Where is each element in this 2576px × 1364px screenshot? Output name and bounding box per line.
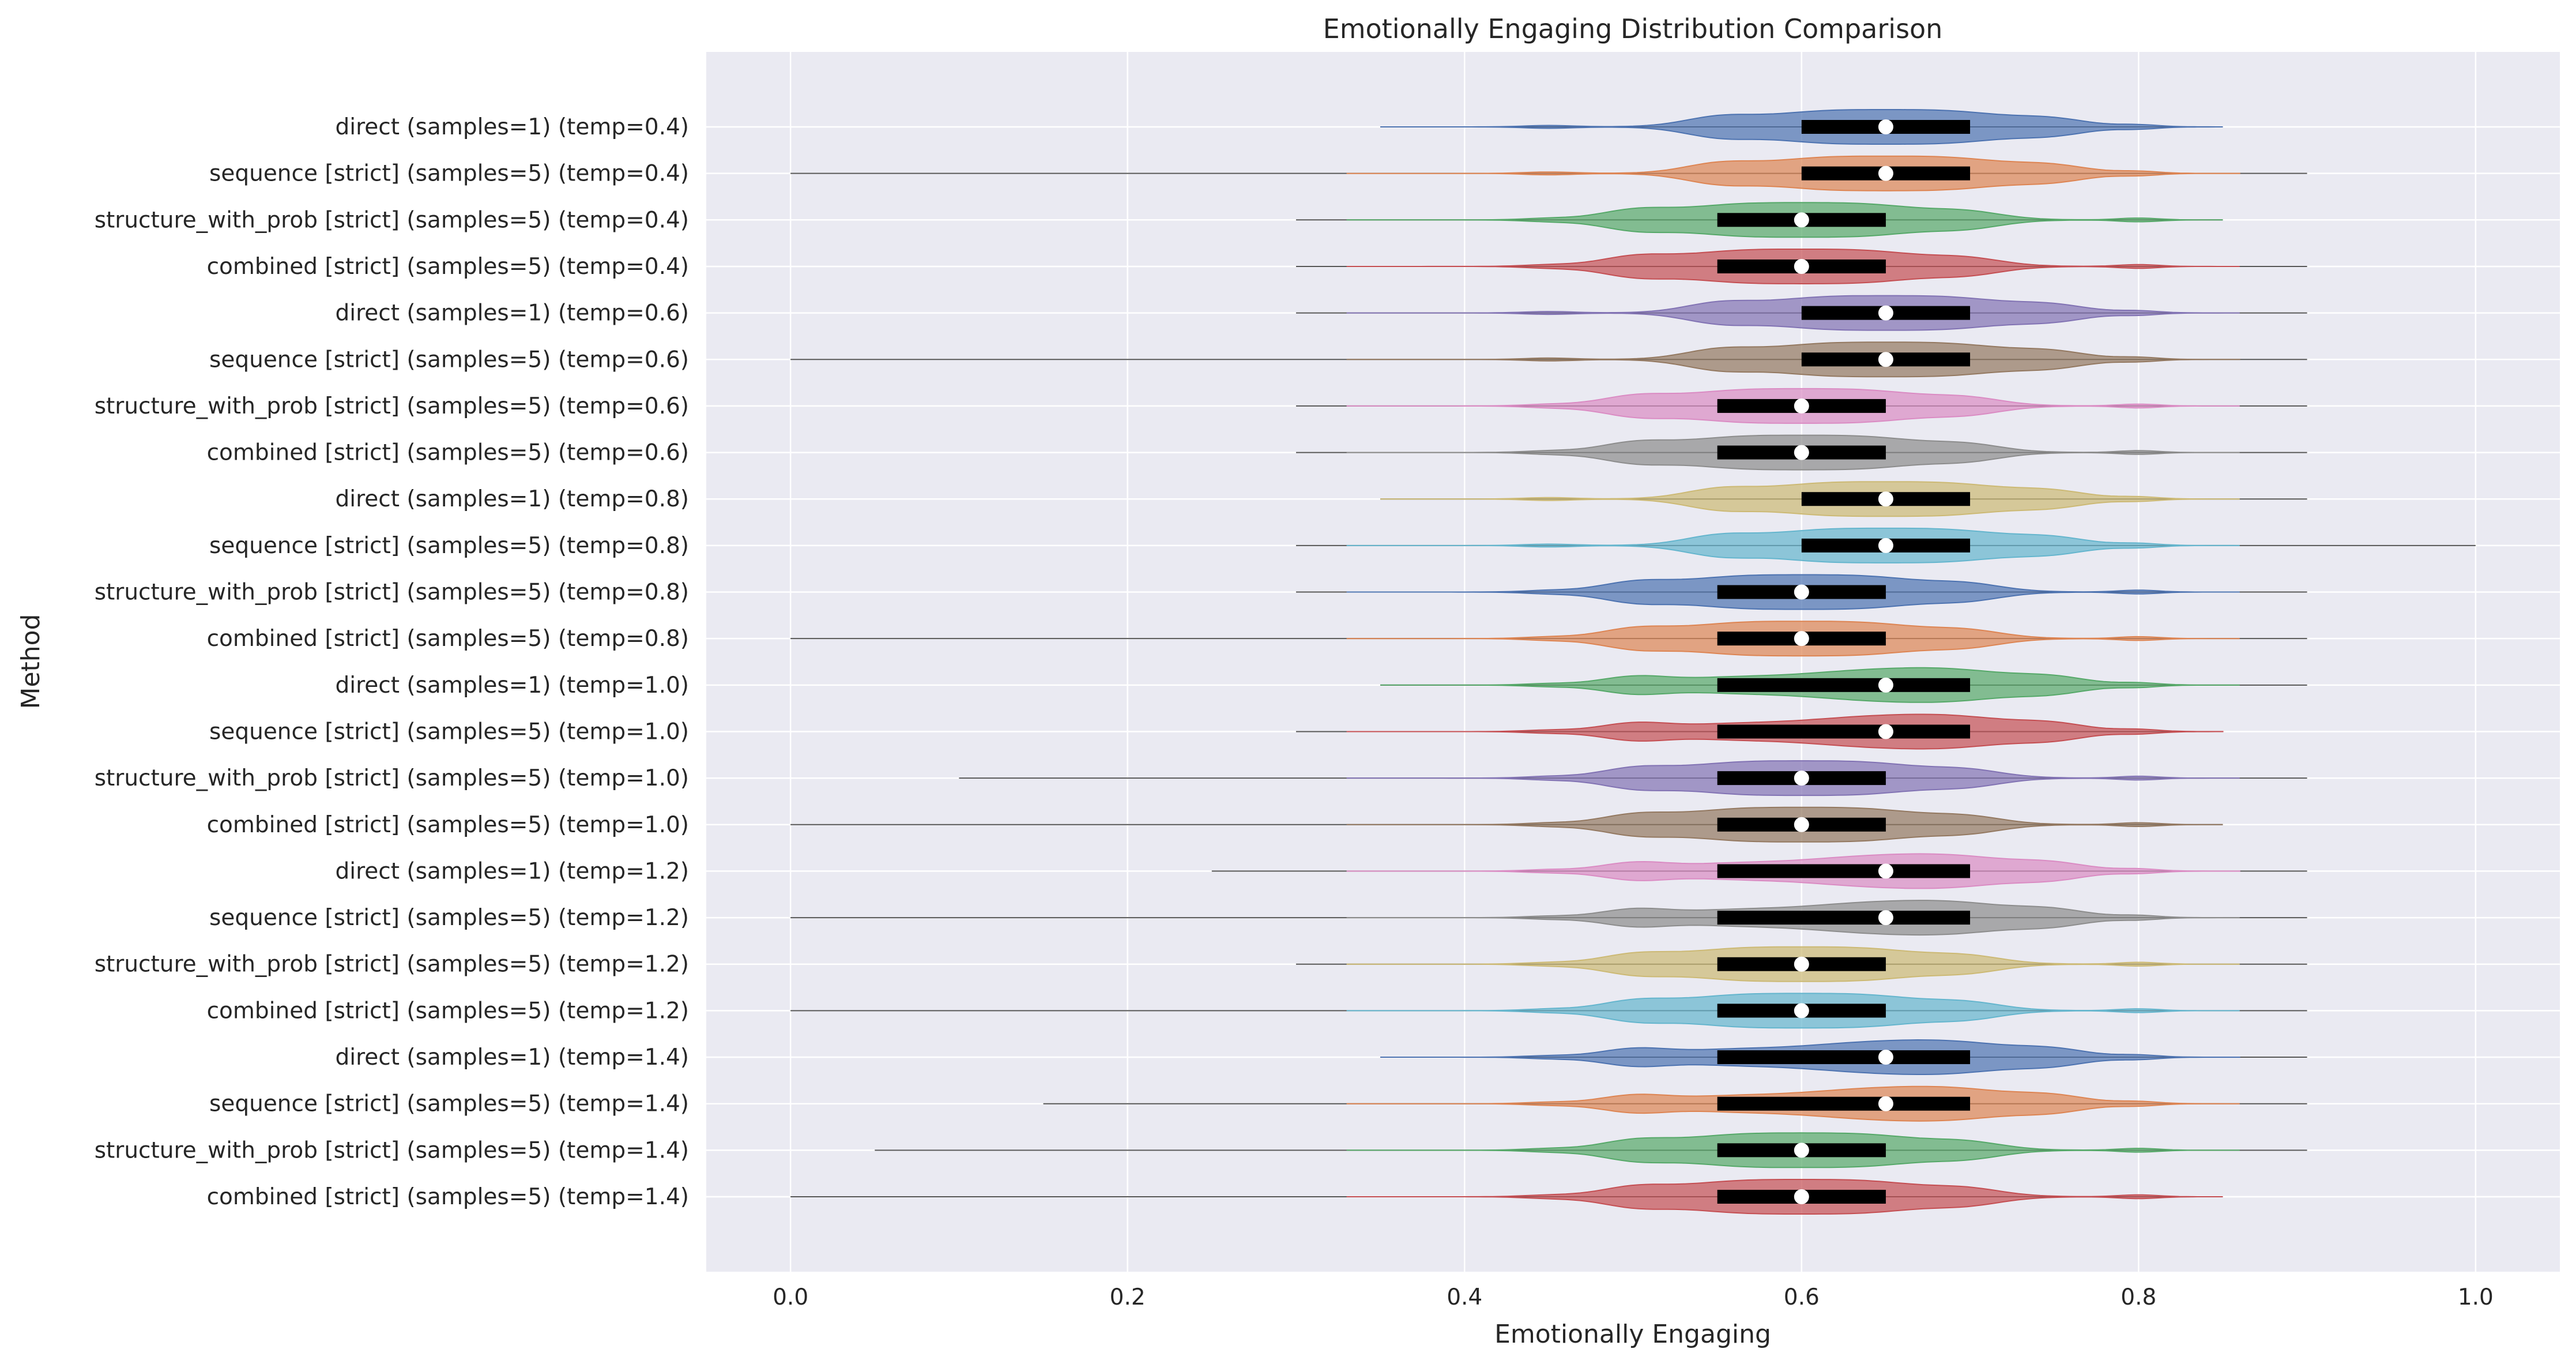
y-tick-label: structure_with_prob [strict] (samples=5)… bbox=[95, 580, 689, 606]
violin-body bbox=[1346, 341, 2240, 378]
x-tick-label: 0.6 bbox=[1784, 1284, 1820, 1310]
chart-title: Emotionally Engaging Distribution Compar… bbox=[1323, 13, 1943, 44]
violin-median-marker bbox=[1878, 910, 1893, 926]
x-tick-label: 0.0 bbox=[773, 1284, 808, 1310]
violin-median-marker bbox=[1878, 119, 1893, 134]
violin-median-marker bbox=[1878, 1050, 1893, 1065]
y-tick-label: structure_with_prob [strict] (samples=5)… bbox=[95, 952, 689, 978]
y-tick-label: direct (samples=1) (temp=1.4) bbox=[336, 1044, 690, 1070]
violin-median-marker bbox=[1794, 1143, 1809, 1158]
y-tick-label: structure_with_prob [strict] (samples=5)… bbox=[95, 765, 689, 791]
y-tick-label: combined [strict] (samples=5) (temp=1.0) bbox=[207, 812, 689, 838]
violin-median-marker bbox=[1794, 631, 1809, 647]
violin-median-marker bbox=[1878, 538, 1893, 553]
y-tick-label: combined [strict] (samples=5) (temp=0.8) bbox=[207, 626, 689, 652]
violin-median-marker bbox=[1794, 212, 1809, 228]
violin-median-marker bbox=[1794, 817, 1809, 832]
y-tick-label: sequence [strict] (samples=5) (temp=1.0) bbox=[209, 719, 689, 745]
violin-body bbox=[1346, 527, 2240, 563]
violin-iqr-box bbox=[1717, 1096, 1971, 1111]
y-tick-label: combined [strict] (samples=5) (temp=0.6) bbox=[207, 440, 689, 466]
y-tick-label: sequence [strict] (samples=5) (temp=1.4) bbox=[209, 1091, 689, 1117]
violin-median-marker bbox=[1794, 1003, 1809, 1019]
violin-iqr-box bbox=[1717, 911, 1971, 925]
violin-median-marker bbox=[1794, 398, 1809, 414]
y-tick-label: sequence [strict] (samples=5) (temp=0.4) bbox=[209, 161, 689, 187]
violin-median-marker bbox=[1794, 258, 1809, 274]
y-tick-label: combined [strict] (samples=5) (temp=1.2) bbox=[207, 998, 689, 1024]
y-tick-label: combined [strict] (samples=5) (temp=0.4) bbox=[207, 254, 689, 280]
plot-area bbox=[706, 52, 2560, 1272]
y-tick-label: direct (samples=1) (temp=0.4) bbox=[336, 114, 690, 140]
violin-median-marker bbox=[1794, 1189, 1809, 1204]
y-tick-label: structure_with_prob [strict] (samples=5)… bbox=[95, 393, 689, 419]
violin-median-marker bbox=[1878, 491, 1893, 507]
y-tick-label: sequence [strict] (samples=5) (temp=0.8) bbox=[209, 533, 689, 559]
y-tick-label: combined [strict] (samples=5) (temp=1.4) bbox=[207, 1184, 689, 1210]
y-tick-label: direct (samples=1) (temp=0.8) bbox=[336, 486, 690, 512]
violin-body bbox=[1346, 295, 2240, 331]
y-tick-label: direct (samples=1) (temp=1.2) bbox=[336, 858, 690, 884]
violin-median-marker bbox=[1878, 1096, 1893, 1111]
violin-median-marker bbox=[1794, 956, 1809, 972]
violin-iqr-box bbox=[1717, 678, 1971, 692]
y-axis-label: Method bbox=[16, 614, 46, 709]
x-axis-label: Emotionally Engaging bbox=[1494, 1320, 1771, 1349]
violin-median-marker bbox=[1794, 771, 1809, 786]
violin-iqr-box bbox=[1717, 724, 1971, 739]
y-tick-labels: direct (samples=1) (temp=0.4) sequence [s… bbox=[95, 114, 689, 1210]
violin-iqr-box bbox=[1717, 1050, 1971, 1065]
x-tick-labels: 0.0 0.2 0.4 0.6 0.8 1.0 bbox=[773, 1284, 2494, 1310]
x-tick-label: 1.0 bbox=[2458, 1284, 2494, 1310]
y-tick-label: direct (samples=1) (temp=0.6) bbox=[336, 300, 690, 326]
violin-median-marker bbox=[1878, 863, 1893, 879]
violin-median-marker bbox=[1794, 445, 1809, 460]
violin-median-marker bbox=[1878, 352, 1893, 367]
x-tick-label: 0.4 bbox=[1447, 1284, 1482, 1310]
violin-median-marker bbox=[1794, 584, 1809, 600]
x-tick-label: 0.8 bbox=[2121, 1284, 2156, 1310]
y-tick-label: structure_with_prob [strict] (samples=5)… bbox=[95, 207, 689, 233]
y-tick-label: structure_with_prob [strict] (samples=5)… bbox=[95, 1137, 689, 1163]
y-tick-label: direct (samples=1) (temp=1.0) bbox=[336, 672, 690, 698]
x-tick-label: 0.2 bbox=[1110, 1284, 1146, 1310]
violin-median-marker bbox=[1878, 305, 1893, 321]
y-tick-label: sequence [strict] (samples=5) (temp=0.6) bbox=[209, 347, 689, 373]
violins bbox=[790, 109, 2476, 1215]
violin-median-marker bbox=[1878, 677, 1893, 693]
violin-median-marker bbox=[1878, 166, 1893, 181]
violin-iqr-box bbox=[1717, 864, 1971, 878]
violin-median-marker bbox=[1878, 724, 1893, 739]
violin-body bbox=[1346, 155, 2240, 191]
y-tick-label: sequence [strict] (samples=5) (temp=1.2) bbox=[209, 905, 689, 931]
